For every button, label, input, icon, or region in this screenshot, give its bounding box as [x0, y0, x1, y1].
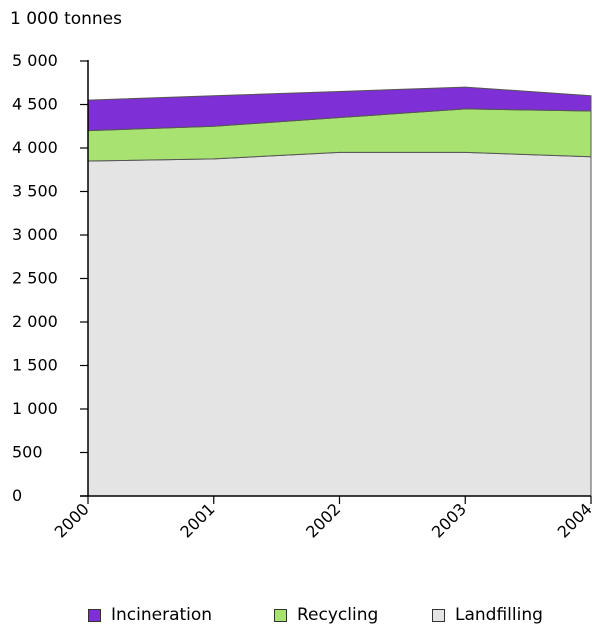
- x-tick-label-2001: 2001: [176, 499, 218, 541]
- legend-swatch-recycling: [274, 608, 287, 622]
- stacked-area-chart: 0 500 1 000 1 500 2 000 2 500 3 000 3 500 4 000 4…: [12, 51, 596, 542]
- legend-item-landfilling: Landfilling: [432, 604, 543, 626]
- legend-swatch-landfilling: [432, 608, 445, 622]
- y-tick-label-2000: 2 000: [12, 312, 58, 331]
- y-tick-label-1000: 1 000: [12, 399, 58, 418]
- y-tick-label-0: 0: [12, 486, 22, 505]
- area-series-incineration: [87, 86, 592, 132]
- x-tick-label-2003: 2003: [428, 499, 470, 541]
- y-tick-label-5000: 5 000: [12, 51, 58, 70]
- y-tick-label-4000: 4 000: [12, 138, 58, 157]
- legend-label-landfilling: Landfilling: [455, 605, 543, 625]
- legend-label-incineration: Incineration: [111, 605, 213, 625]
- x-tick-label-2002: 2002: [302, 499, 344, 541]
- area-series-landfilling: [87, 151, 592, 497]
- y-tick-label-1500: 1 500: [12, 356, 58, 375]
- legend: Incineration Recycling Landfilling: [0, 604, 599, 626]
- legend-item-recycling: Recycling: [274, 604, 378, 626]
- legend-item-incineration: Incineration: [88, 604, 212, 626]
- x-tick-label-2000: 2000: [51, 499, 93, 541]
- legend-label-recycling: Recycling: [297, 605, 379, 625]
- y-tick-label-3000: 3 000: [12, 225, 58, 244]
- axes-layer: 0 500 1 000 1 500 2 000 2 500 3 000 3 500 4 000 4…: [12, 51, 596, 542]
- y-tick-label-500: 500: [12, 443, 43, 462]
- area-layer: [87, 86, 592, 497]
- legend-swatch-incineration: [88, 608, 101, 622]
- y-tick-label-4500: 4 500: [12, 95, 58, 114]
- y-axis-unit-label: 1 000 tonnes: [10, 9, 123, 29]
- y-tick-label-2500: 2 500: [12, 269, 58, 288]
- x-tick-label-2004: 2004: [554, 499, 596, 541]
- y-tick-label-3500: 3 500: [12, 182, 58, 201]
